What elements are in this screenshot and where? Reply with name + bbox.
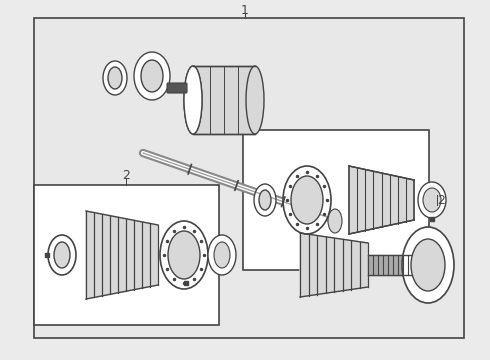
Ellipse shape: [402, 227, 454, 303]
Ellipse shape: [184, 66, 202, 134]
Bar: [34, 18, 464, 338]
Ellipse shape: [184, 66, 202, 134]
Ellipse shape: [291, 176, 323, 224]
Ellipse shape: [103, 61, 127, 95]
Ellipse shape: [214, 242, 230, 268]
Bar: [243, 130, 429, 270]
Ellipse shape: [108, 67, 122, 89]
Ellipse shape: [283, 166, 331, 234]
Ellipse shape: [141, 60, 163, 92]
Bar: [193, 66, 255, 134]
Polygon shape: [349, 166, 414, 234]
Text: 2: 2: [437, 194, 445, 207]
Bar: [34, 185, 219, 325]
FancyBboxPatch shape: [167, 83, 187, 93]
Ellipse shape: [259, 190, 271, 210]
Ellipse shape: [246, 66, 264, 134]
Polygon shape: [368, 255, 418, 275]
Ellipse shape: [411, 239, 445, 291]
Ellipse shape: [48, 235, 76, 275]
Ellipse shape: [134, 52, 170, 100]
Ellipse shape: [254, 184, 276, 216]
Ellipse shape: [54, 242, 70, 268]
Ellipse shape: [160, 221, 208, 289]
Ellipse shape: [423, 188, 441, 212]
Ellipse shape: [168, 231, 200, 279]
Ellipse shape: [418, 182, 446, 218]
Polygon shape: [300, 233, 368, 297]
Polygon shape: [86, 211, 158, 299]
Text: 2: 2: [122, 168, 130, 181]
Ellipse shape: [328, 209, 342, 233]
Text: 1: 1: [241, 4, 249, 17]
Ellipse shape: [208, 235, 236, 275]
